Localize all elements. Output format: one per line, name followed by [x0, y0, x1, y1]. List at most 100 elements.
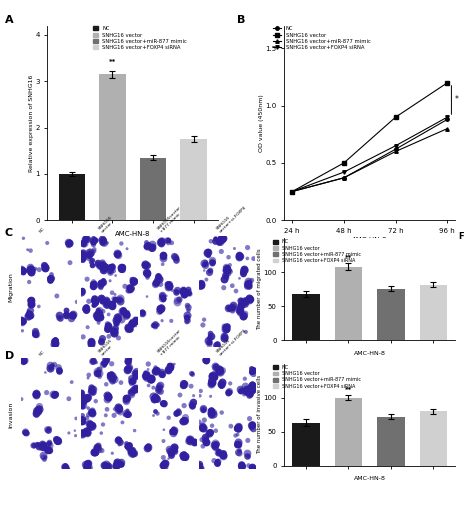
- Point: [105, 325, 112, 333]
- Point: [180, 417, 188, 425]
- Point: [100, 239, 108, 247]
- Point: [250, 254, 257, 263]
- Point: [100, 307, 107, 315]
- Point: [80, 238, 87, 246]
- Point: [126, 325, 134, 333]
- Point: [83, 393, 91, 401]
- Point: [84, 323, 91, 331]
- Point: [65, 238, 73, 246]
- Point: [236, 446, 243, 454]
- Point: [180, 382, 188, 390]
- Point: [244, 279, 252, 287]
- Point: [53, 436, 61, 444]
- Point: [126, 283, 133, 291]
- Point: [156, 304, 164, 312]
- Point: [157, 368, 165, 376]
- Point: [151, 393, 158, 401]
- Point: [245, 390, 253, 398]
- Point: [222, 271, 230, 280]
- Point: [78, 430, 86, 438]
- Point: [234, 441, 241, 449]
- Point: [91, 449, 98, 457]
- Point: [133, 317, 141, 325]
- Point: [26, 263, 34, 271]
- Point: [19, 356, 27, 365]
- Point: [123, 396, 130, 404]
- Point: [78, 286, 85, 294]
- Point: [132, 317, 139, 326]
- Point: [172, 288, 180, 296]
- Point: [94, 311, 101, 319]
- Point: [248, 467, 255, 476]
- Point: [77, 398, 85, 406]
- Point: [79, 429, 86, 437]
- Point: [210, 441, 218, 450]
- Point: [206, 428, 214, 436]
- Point: [179, 286, 186, 294]
- Point: [78, 398, 85, 407]
- Point: [205, 337, 213, 346]
- Bar: [335, 398, 362, 466]
- Point: [113, 458, 120, 466]
- Point: [246, 415, 254, 423]
- Point: [100, 358, 108, 367]
- Point: [165, 414, 173, 422]
- Point: [73, 414, 80, 422]
- Point: [239, 266, 247, 274]
- Point: [128, 377, 135, 386]
- Point: [46, 275, 54, 283]
- Point: [79, 333, 87, 341]
- Point: [79, 428, 86, 436]
- Point: [93, 312, 101, 321]
- Point: [249, 424, 257, 433]
- Point: [138, 309, 146, 317]
- Point: [139, 310, 147, 318]
- Point: [235, 304, 242, 312]
- SNHG16 vector+miR-877 mimic: [341, 175, 346, 181]
- Point: [206, 333, 214, 341]
- Point: [32, 408, 40, 416]
- Text: Invasion: Invasion: [8, 401, 13, 428]
- Point: [94, 314, 102, 322]
- Point: [221, 271, 229, 279]
- Point: [222, 324, 230, 332]
- Point: [155, 271, 162, 280]
- Point: [51, 334, 59, 343]
- Point: [103, 391, 110, 399]
- Point: [88, 386, 95, 394]
- Point: [30, 441, 38, 450]
- Point: [87, 419, 94, 427]
- Text: **: **: [345, 255, 352, 261]
- Point: [125, 363, 133, 371]
- Point: [104, 393, 112, 401]
- Point: [224, 268, 231, 276]
- Point: [180, 380, 188, 388]
- Point: [218, 247, 225, 255]
- Point: [20, 266, 27, 274]
- Point: [184, 285, 192, 293]
- Point: [242, 328, 250, 336]
- Point: [85, 422, 93, 431]
- Point: [166, 361, 174, 370]
- Point: [179, 417, 187, 425]
- Legend: NC, SNHG16 vector, SNHG16 vector+miR-877 mimic, SNHG16 vector+FOXP4 siRNA: NC, SNHG16 vector, SNHG16 vector+miR-877…: [93, 26, 187, 50]
- Point: [39, 441, 46, 450]
- Point: [32, 331, 40, 339]
- Point: [61, 463, 69, 471]
- Point: [104, 323, 111, 331]
- Point: [88, 279, 96, 287]
- Point: [100, 239, 107, 247]
- Point: [53, 437, 61, 445]
- Point: [95, 262, 103, 270]
- Point: [87, 249, 94, 258]
- Point: [88, 385, 96, 393]
- Point: [33, 408, 40, 416]
- Point: [180, 401, 188, 410]
- Point: [131, 372, 138, 380]
- Point: [218, 230, 226, 239]
- Point: [82, 305, 90, 313]
- Text: B: B: [237, 15, 246, 26]
- Point: [248, 421, 255, 429]
- Point: [114, 403, 122, 411]
- Point: [217, 236, 224, 244]
